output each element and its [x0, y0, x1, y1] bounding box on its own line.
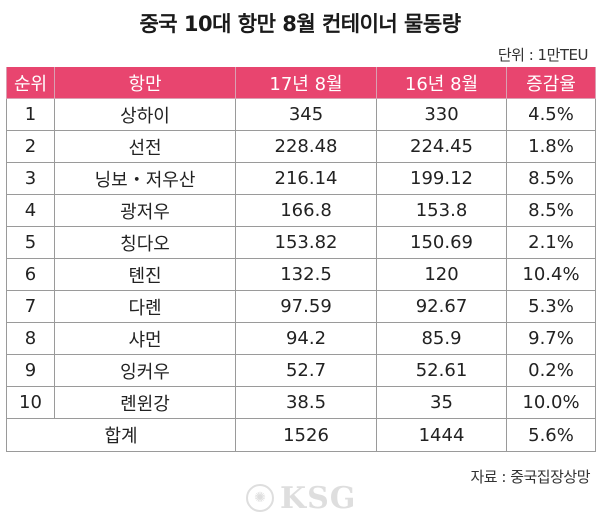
total-aug-2017: 1526: [235, 418, 377, 452]
cell-change-rate: 8.5%: [506, 162, 596, 195]
table-row: 5 칭다오 153.82 150.69 2.1%: [6, 226, 596, 259]
header-port: 항만: [54, 67, 236, 99]
table-row: 7 다롄 97.59 92.67 5.3%: [6, 290, 596, 323]
cell-change-rate: 4.5%: [506, 98, 596, 131]
seal-icon: ✺: [246, 484, 274, 512]
cell-port: 상하이: [54, 98, 236, 131]
cell-aug-2017: 94.2: [235, 322, 377, 355]
cell-change-rate: 1.8%: [506, 130, 596, 163]
page-title: 중국 10대 항만 8월 컨테이너 물동량: [139, 12, 461, 36]
watermark-logo: ✺ KSG: [246, 478, 396, 518]
cell-aug-2016: 120: [376, 258, 507, 291]
header-aug-2017: 17년 8월: [235, 67, 377, 99]
table-row: 4 광저우 166.8 153.8 8.5%: [6, 194, 596, 227]
cell-aug-2016: 199.12: [376, 162, 507, 195]
cell-change-rate: 5.3%: [506, 290, 596, 323]
cell-change-rate: 10.0%: [506, 386, 596, 419]
port-volume-table: 순위 항만 17년 8월 16년 8월 증감율 1 상하이 345 330 4.5% 2 선…: [6, 67, 596, 452]
table-header-row: 순위 항만 17년 8월 16년 8월 증감율: [6, 67, 596, 99]
header-change-rate: 증감율: [506, 67, 596, 99]
header-rank: 순위: [6, 67, 55, 99]
cell-aug-2017: 52.7: [235, 354, 377, 387]
cell-rank: 9: [6, 354, 55, 387]
cell-rank: 2: [6, 130, 55, 163]
cell-change-rate: 2.1%: [506, 226, 596, 259]
cell-rank: 8: [6, 322, 55, 355]
cell-aug-2017: 38.5: [235, 386, 377, 419]
cell-aug-2017: 166.8: [235, 194, 377, 227]
cell-port: 샤먼: [54, 322, 236, 355]
total-label: 합계: [6, 418, 236, 452]
cell-aug-2016: 224.45: [376, 130, 507, 163]
cell-aug-2017: 216.14: [235, 162, 377, 195]
cell-aug-2017: 153.82: [235, 226, 377, 259]
total-change-rate: 5.6%: [506, 418, 596, 452]
source-note: 자료 : 중국집장상망: [470, 468, 591, 486]
table-row: 10 롄윈강 38.5 35 10.0%: [6, 386, 596, 419]
cell-aug-2016: 85.9: [376, 322, 507, 355]
cell-aug-2017: 97.59: [235, 290, 377, 323]
total-row: 합계 1526 1444 5.6%: [6, 418, 596, 452]
cell-rank: 6: [6, 258, 55, 291]
cell-aug-2017: 228.48: [235, 130, 377, 163]
cell-rank: 3: [6, 162, 55, 195]
cell-rank: 4: [6, 194, 55, 227]
unit-label: 단위 : 1만TEU: [497, 46, 589, 64]
table-row: 9 잉커우 52.7 52.61 0.2%: [6, 354, 596, 387]
cell-change-rate: 8.5%: [506, 194, 596, 227]
cell-aug-2016: 150.69: [376, 226, 507, 259]
table-row: 3 닝보・저우산 216.14 199.12 8.5%: [6, 162, 596, 195]
cell-port: 잉커우: [54, 354, 236, 387]
cell-aug-2016: 153.8: [376, 194, 507, 227]
cell-change-rate: 0.2%: [506, 354, 596, 387]
cell-port: 닝보・저우산: [54, 162, 236, 195]
cell-change-rate: 10.4%: [506, 258, 596, 291]
total-aug-2016: 1444: [376, 418, 507, 452]
cell-port: 광저우: [54, 194, 236, 227]
cell-rank: 10: [6, 386, 55, 419]
cell-port: 톈진: [54, 258, 236, 291]
cell-port: 칭다오: [54, 226, 236, 259]
cell-rank: 5: [6, 226, 55, 259]
cell-aug-2016: 52.61: [376, 354, 507, 387]
table-row: 2 선전 228.48 224.45 1.8%: [6, 130, 596, 163]
watermark-text: KSG: [280, 480, 357, 516]
table-row: 6 톈진 132.5 120 10.4%: [6, 258, 596, 291]
cell-aug-2016: 92.67: [376, 290, 507, 323]
cell-change-rate: 9.7%: [506, 322, 596, 355]
cell-aug-2017: 345: [235, 98, 377, 131]
cell-aug-2016: 330: [376, 98, 507, 131]
table-row: 8 샤먼 94.2 85.9 9.7%: [6, 322, 596, 355]
cell-aug-2017: 132.5: [235, 258, 377, 291]
cell-aug-2016: 35: [376, 386, 507, 419]
cell-rank: 1: [6, 98, 55, 131]
table-row: 1 상하이 345 330 4.5%: [6, 98, 596, 131]
header-aug-2016: 16년 8월: [376, 67, 507, 99]
cell-port: 다롄: [54, 290, 236, 323]
cell-port: 선전: [54, 130, 236, 163]
cell-rank: 7: [6, 290, 55, 323]
cell-port: 롄윈강: [54, 386, 236, 419]
